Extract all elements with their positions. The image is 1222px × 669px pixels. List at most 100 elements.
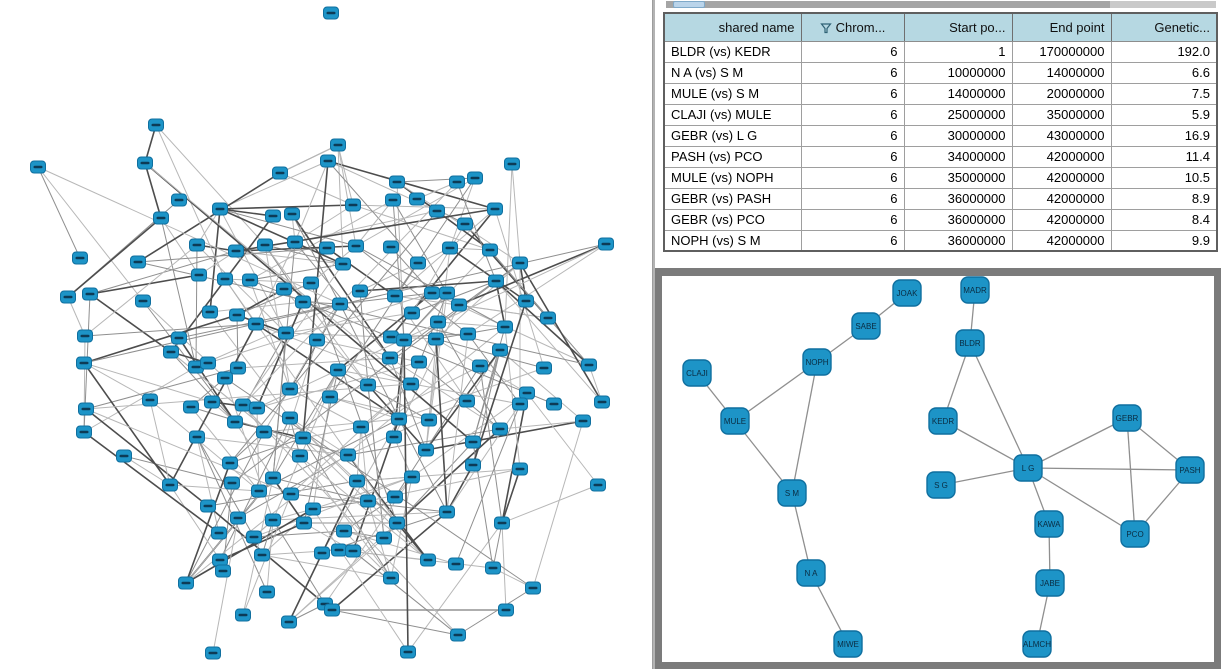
network-edge[interactable] — [224, 278, 312, 284]
network-node[interactable] — [448, 557, 464, 571]
network-edge[interactable] — [263, 418, 400, 433]
table-cell[interactable]: 43000000 — [1012, 125, 1112, 147]
network-edge[interactable] — [418, 361, 501, 430]
network-edge[interactable] — [403, 292, 448, 341]
table-row[interactable]: N A (vs) S M 6 10000000 14000000 6.6 — [664, 62, 1218, 84]
table-cell[interactable]: N A (vs) S M — [664, 62, 802, 84]
network-edge[interactable] — [302, 369, 339, 439]
table-cell[interactable]: 14000000 — [1012, 62, 1112, 84]
network-edge[interactable] — [312, 500, 369, 510]
network-node-GEBR[interactable]: GEBR — [1112, 404, 1142, 432]
network-node[interactable] — [472, 359, 488, 373]
network-node[interactable] — [319, 241, 335, 255]
table-cell[interactable]: 11.4 — [1111, 146, 1218, 168]
network-edge[interactable] — [224, 377, 534, 589]
network-edge[interactable] — [312, 476, 413, 510]
network-edge[interactable] — [237, 357, 391, 369]
network-node-MULE[interactable]: MULE — [720, 407, 750, 435]
network-node[interactable] — [488, 274, 504, 288]
network-edge[interactable] — [85, 408, 209, 507]
network-node[interactable] — [189, 430, 205, 444]
network-node[interactable] — [282, 382, 298, 396]
network-edge[interactable] — [489, 249, 590, 366]
network-edge[interactable] — [449, 247, 527, 302]
network-edge[interactable] — [84, 323, 257, 337]
table-row[interactable]: GEBR (vs) PASH 6 36000000 42000000 8.9 — [664, 188, 1218, 210]
network-node[interactable] — [230, 361, 246, 375]
network-node-BLDR[interactable]: BLDR — [955, 329, 985, 357]
network-node[interactable] — [575, 414, 591, 428]
network-node[interactable] — [383, 240, 399, 254]
network-node-NA[interactable]: N A — [796, 559, 826, 587]
network-edge[interactable] — [359, 290, 369, 386]
network-node[interactable] — [404, 306, 420, 320]
network-edge[interactable] — [272, 519, 326, 605]
network-node[interactable] — [202, 305, 218, 319]
table-cell[interactable]: 6 — [801, 62, 905, 84]
table-cell[interactable]: 6 — [801, 230, 905, 252]
network-edge[interactable] — [312, 508, 409, 653]
network-edge[interactable] — [411, 223, 466, 314]
network-node[interactable] — [594, 395, 610, 409]
network-node[interactable] — [518, 294, 534, 308]
network-edge[interactable] — [355, 177, 476, 247]
network-node[interactable] — [222, 456, 238, 470]
network-edge[interactable] — [356, 426, 362, 482]
network-edge[interactable] — [355, 199, 394, 247]
network-node[interactable] — [386, 430, 402, 444]
network-node[interactable] — [191, 268, 207, 282]
network-edge[interactable] — [337, 144, 357, 247]
network-edge[interactable] — [85, 383, 412, 410]
network-edge[interactable] — [394, 177, 476, 297]
network-node[interactable] — [332, 297, 348, 311]
network-node[interactable] — [314, 546, 330, 560]
network-node[interactable] — [492, 343, 508, 357]
network-edge[interactable] — [407, 522, 503, 653]
network-node[interactable] — [504, 157, 520, 171]
network-node[interactable] — [512, 397, 528, 411]
network-edge[interactable] — [272, 241, 296, 479]
table-cell[interactable]: 6.6 — [1111, 62, 1218, 84]
network-edge[interactable] — [169, 484, 260, 492]
network-node[interactable] — [278, 326, 294, 340]
table-cell[interactable]: 6 — [801, 167, 905, 189]
network-edge[interactable] — [144, 162, 412, 385]
network-edge[interactable] — [299, 455, 392, 579]
network-edge[interactable] — [501, 392, 528, 524]
network-edge[interactable] — [347, 428, 501, 456]
network-edge[interactable] — [229, 437, 304, 464]
network-node[interactable] — [385, 193, 401, 207]
network-node[interactable] — [200, 499, 216, 513]
network-node[interactable] — [217, 371, 233, 385]
network-edge-NOPH-SM[interactable] — [791, 361, 818, 494]
network-edge[interactable] — [219, 208, 287, 334]
table-cell[interactable]: 42000000 — [1012, 209, 1112, 231]
network-node[interactable] — [265, 209, 281, 223]
network-node[interactable] — [142, 393, 158, 407]
network-edge[interactable] — [499, 349, 584, 422]
network-edge[interactable] — [467, 243, 607, 335]
table-cell[interactable]: 16.9 — [1111, 125, 1218, 147]
network-edge[interactable] — [425, 420, 584, 451]
network-edge[interactable] — [144, 162, 162, 219]
network-edge[interactable] — [237, 454, 349, 519]
network-node[interactable] — [153, 211, 169, 225]
network-node-SG[interactable]: S G — [926, 471, 956, 499]
network-node[interactable] — [148, 118, 164, 132]
network-edge[interactable] — [294, 160, 329, 243]
network-edge[interactable] — [137, 261, 590, 366]
table-cell[interactable]: 42000000 — [1012, 230, 1112, 252]
network-edge[interactable] — [89, 293, 172, 353]
network-node[interactable] — [376, 531, 392, 545]
network-edge[interactable] — [337, 369, 521, 405]
network-edge[interactable] — [339, 292, 433, 305]
network-edge[interactable] — [479, 365, 503, 524]
network-edge[interactable] — [403, 339, 409, 653]
network-node[interactable] — [460, 327, 476, 341]
network-edge[interactable] — [352, 550, 459, 636]
network-edge[interactable] — [327, 160, 419, 264]
network-edge[interactable] — [196, 436, 220, 534]
network-node[interactable] — [519, 386, 535, 400]
table-row[interactable]: CLAJI (vs) MULE 6 25000000 35000000 5.9 — [664, 104, 1218, 126]
network-node[interactable] — [303, 276, 319, 290]
